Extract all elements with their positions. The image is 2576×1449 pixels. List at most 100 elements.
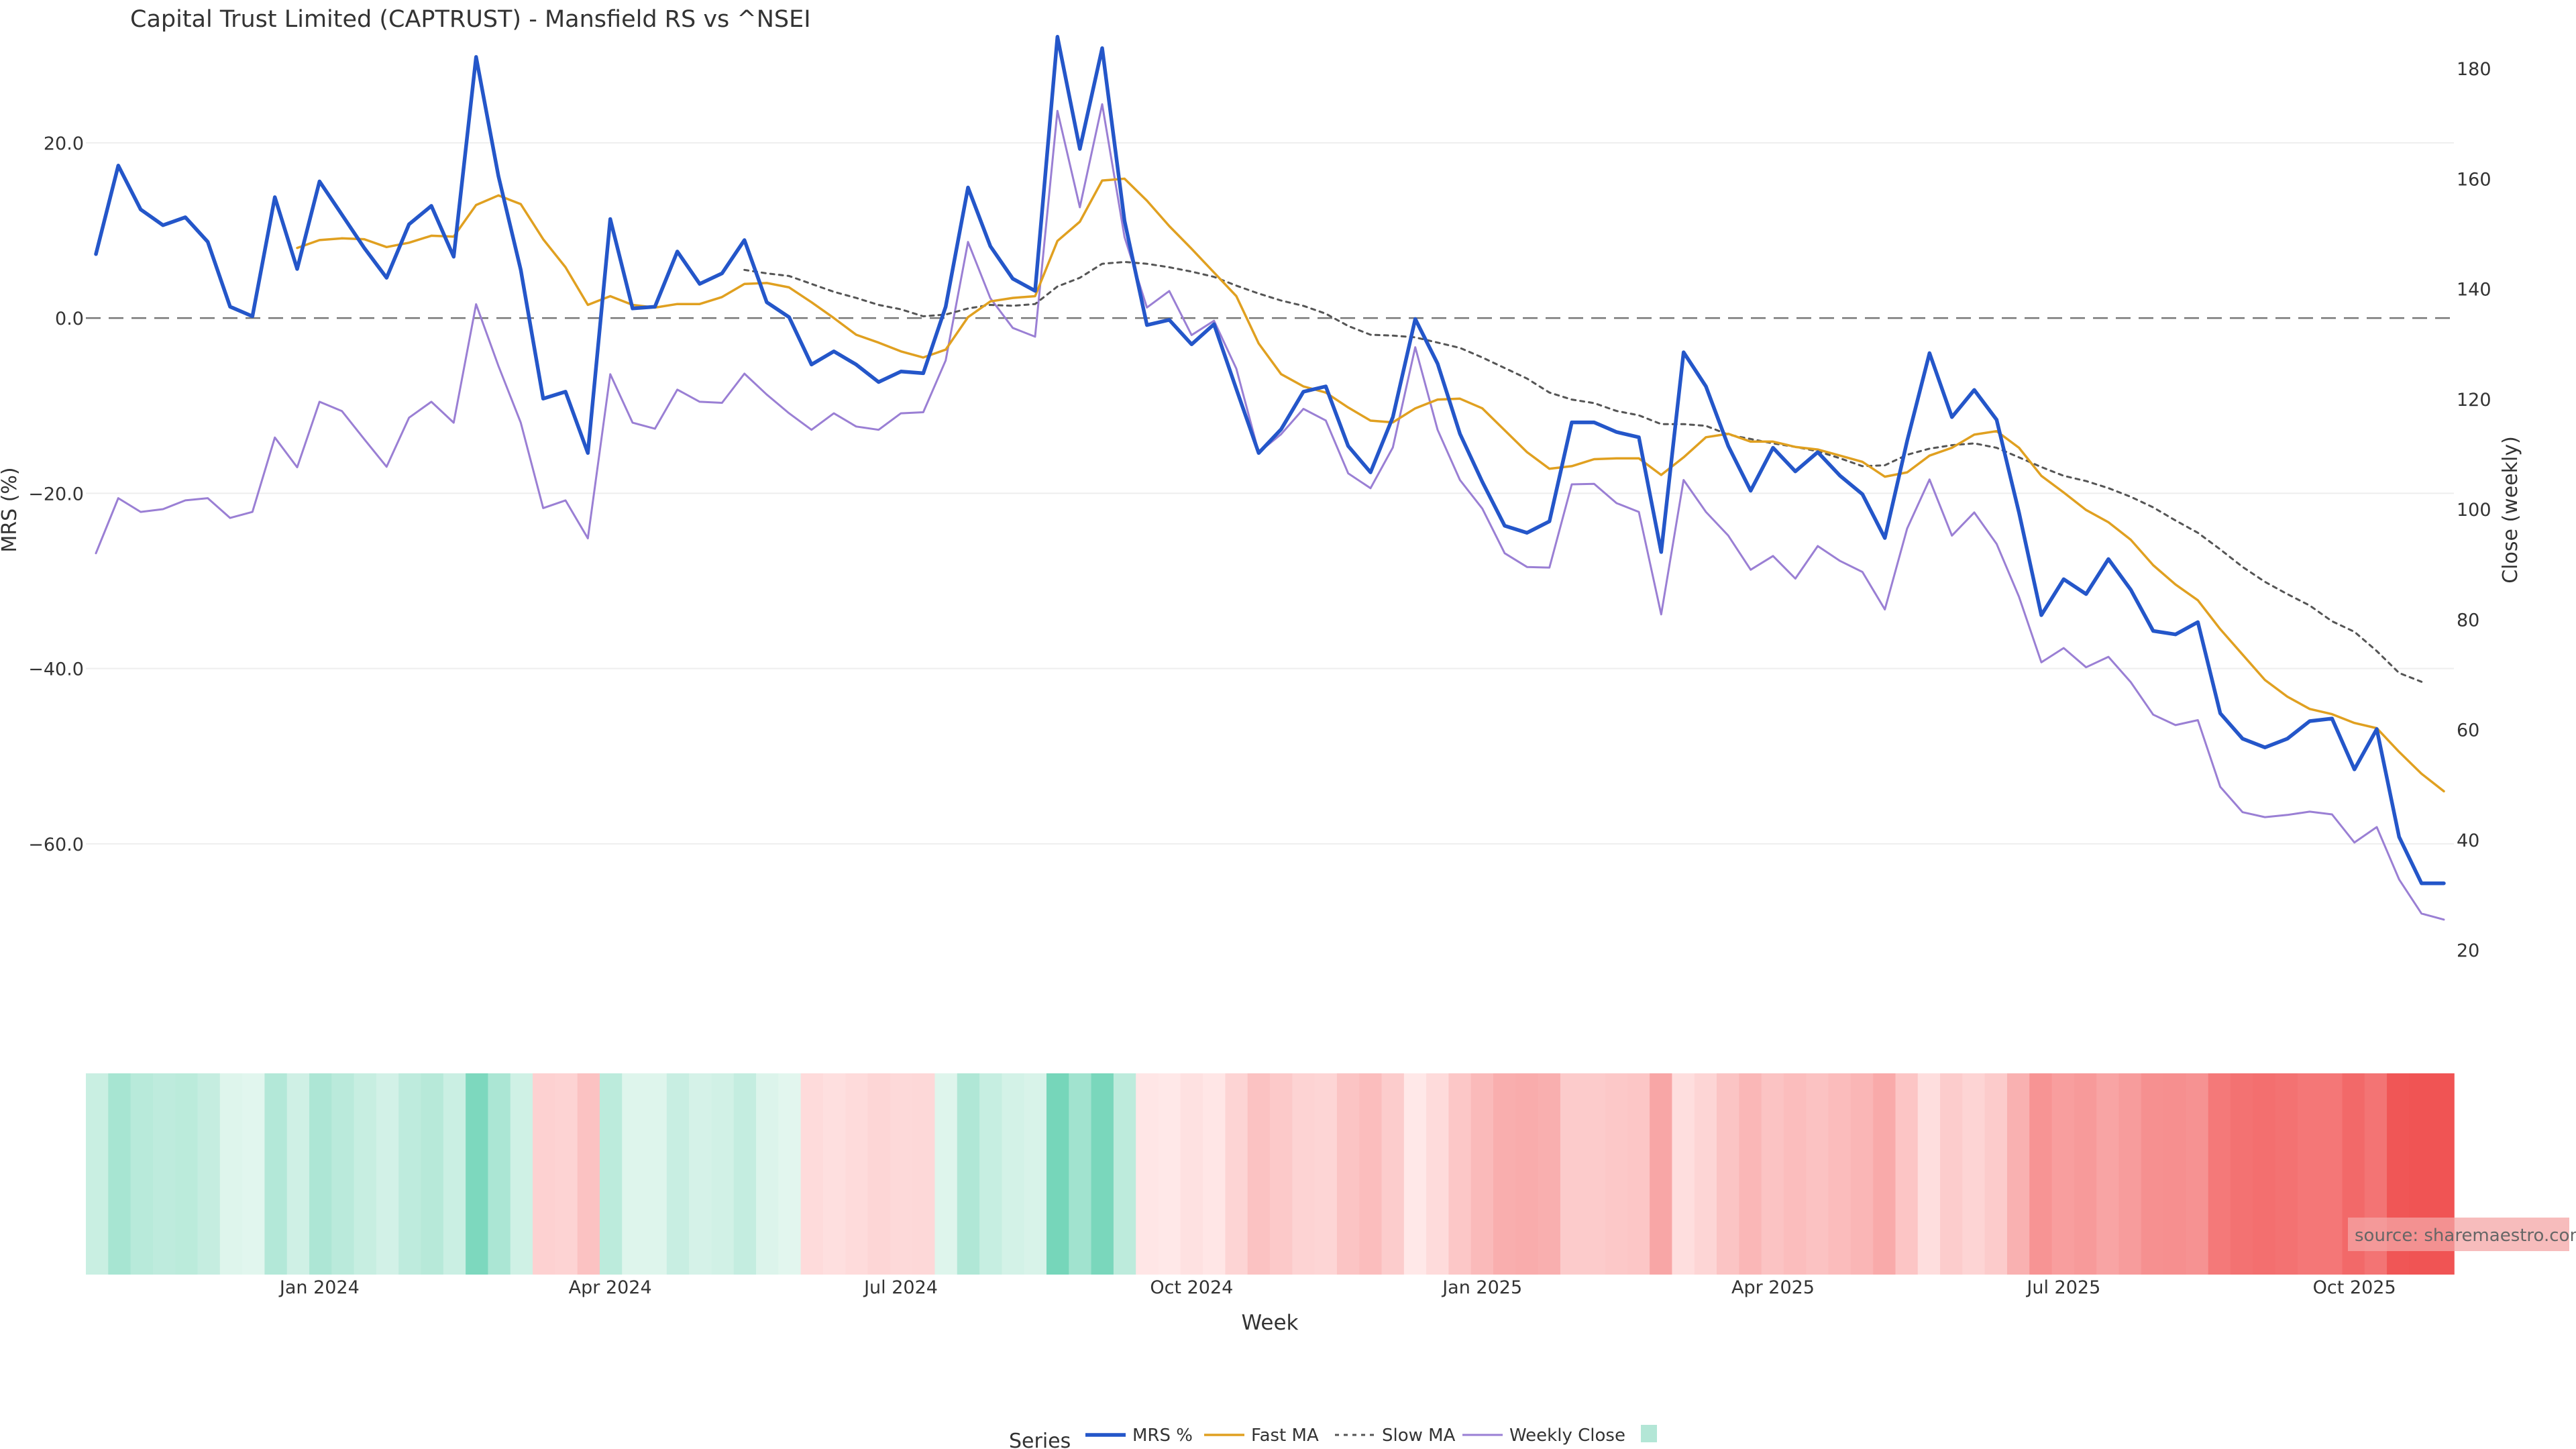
heatmap-cell — [1761, 1073, 1784, 1275]
x-tick-label: Apr 2024 — [569, 1277, 652, 1298]
left-tick-label: 0.0 — [55, 309, 84, 329]
heatmap-cell — [197, 1073, 221, 1275]
heatmap-cell — [1672, 1073, 1695, 1275]
heatmap-cell — [1046, 1073, 1070, 1275]
heatmap-cell — [1314, 1073, 1338, 1275]
left-axis-ticks: 20.0 0.0 −20.0 −40.0 −60.0 — [28, 133, 84, 855]
chart-title: Capital Trust Limited (CAPTRUST) - Mansf… — [130, 6, 811, 33]
heatmap-cell — [2006, 1073, 2031, 1275]
heatmap-cell — [1403, 1073, 1427, 1275]
heatmap-cell — [1426, 1073, 1450, 1275]
right-tick-label: 20 — [2457, 941, 2479, 961]
heatmap-cell — [376, 1073, 400, 1275]
heatmap-cell — [1739, 1073, 1762, 1275]
x-tick-label: Jul 2024 — [863, 1277, 938, 1298]
heatmap-cell — [2208, 1073, 2231, 1275]
right-tick-label: 140 — [2457, 280, 2491, 301]
heatmap-cell — [242, 1073, 266, 1275]
heatmap-cell — [1650, 1073, 1673, 1275]
heatmap-cell — [689, 1073, 712, 1275]
heatmap-cell — [1873, 1073, 1896, 1275]
heatmap-cell — [845, 1073, 869, 1275]
heatmap-cell — [331, 1073, 355, 1275]
gridlines — [86, 142, 2454, 845]
heatmap-cell — [1627, 1073, 1650, 1275]
left-tick-label: −40.0 — [28, 659, 84, 680]
heatmap-cell — [421, 1073, 444, 1275]
heatmap-cell — [666, 1073, 690, 1275]
heatmap-cell — [1828, 1073, 1851, 1275]
heatmap-cell — [756, 1073, 780, 1275]
regime-heatmap-strip — [86, 1073, 2455, 1275]
heatmap-cell — [1605, 1073, 1628, 1275]
heatmap-cell — [1560, 1073, 1584, 1275]
right-tick-label: 80 — [2457, 610, 2479, 631]
x-axis-label: Week — [1242, 1311, 1299, 1335]
heatmap-cell — [1292, 1073, 1316, 1275]
heatmap-cell — [488, 1073, 511, 1275]
heatmap-cell — [1158, 1073, 1181, 1275]
left-tick-label: −20.0 — [28, 484, 84, 504]
heatmap-cell — [1225, 1073, 1248, 1275]
heatmap-cell — [86, 1073, 109, 1275]
legend-label: Fast MA — [1251, 1426, 1319, 1446]
heatmap-cell — [2230, 1073, 2254, 1275]
heatmap-cell — [1203, 1073, 1226, 1275]
heatmap-cell — [1895, 1073, 1919, 1275]
source-annotation: source: sharemaestro.com — [2355, 1226, 2576, 1246]
heatmap-cell — [510, 1073, 533, 1275]
right-tick-label: 100 — [2457, 500, 2491, 521]
heatmap-cell — [1024, 1073, 1047, 1275]
heatmap-cell — [2275, 1073, 2298, 1275]
right-axis-ticks: 20 40 60 80 100 120 140 160 180 — [2457, 59, 2491, 961]
heatmap-cell — [2051, 1073, 2075, 1275]
heatmap-cell — [2186, 1073, 2209, 1275]
x-tick-label: Jan 2024 — [278, 1277, 360, 1298]
heatmap-cell — [555, 1073, 578, 1275]
heatmap-cell — [2141, 1073, 2164, 1275]
heatmap-cell — [711, 1073, 735, 1275]
left-tick-label: 20.0 — [44, 133, 84, 154]
left-tick-label: −60.0 — [28, 835, 84, 855]
heatmap-cell — [1493, 1073, 1517, 1275]
main-plot-area: 20.0 0.0 −20.0 −40.0 −60.0 20 40 60 80 100 120 140… — [28, 35, 2491, 961]
heatmap-cell — [1002, 1073, 1025, 1275]
heatmap-cell — [2096, 1073, 2120, 1275]
right-tick-label: 160 — [2457, 169, 2491, 190]
heatmap-cell — [1694, 1073, 1717, 1275]
heatmap-cell — [1336, 1073, 1360, 1275]
heatmap-cell — [1180, 1073, 1203, 1275]
heatmap-cell — [1515, 1073, 1539, 1275]
heatmap-cell — [2320, 1073, 2343, 1275]
legend: Series MRS % Fast MA Slow MA Weekly Close — [1009, 1425, 1657, 1449]
heatmap-cell — [1247, 1073, 1271, 1275]
heatmap-cell — [2297, 1073, 2320, 1275]
heatmap-cell — [644, 1073, 667, 1275]
heatmap-cell — [354, 1073, 377, 1275]
left-axis-label: MRS (%) — [0, 467, 21, 552]
heatmap-cell — [867, 1073, 891, 1275]
heatmap-cell — [309, 1073, 333, 1275]
heatmap-cell — [466, 1073, 489, 1275]
heatmap-cell — [1717, 1073, 1740, 1275]
legend-label: Slow MA — [1382, 1426, 1456, 1446]
source-annotation-box — [2348, 1218, 2569, 1251]
x-tick-label: Jan 2025 — [1441, 1277, 1522, 1298]
heatmap-cell — [2253, 1073, 2276, 1275]
heatmap-cell — [398, 1073, 422, 1275]
heatmap-cell — [1381, 1073, 1405, 1275]
x-tick-label: Jul 2025 — [2025, 1277, 2100, 1298]
heatmap-cell — [1984, 1073, 2008, 1275]
heatmap-cell — [822, 1073, 847, 1275]
x-tick-label: Oct 2024 — [1150, 1277, 1233, 1298]
heatmap-cell — [1359, 1073, 1383, 1275]
heatmap-cell — [733, 1073, 757, 1275]
heatmap-cell — [175, 1073, 199, 1275]
x-axis-ticks: Jan 2024 Apr 2024 Jul 2024 Oct 2024 Jan 2025… — [278, 1277, 2396, 1298]
heatmap-cell — [2118, 1073, 2142, 1275]
series-line-mrs — [94, 35, 2446, 885]
series-lines — [94, 35, 2446, 921]
heatmap-cell — [1940, 1073, 1964, 1275]
heatmap-cell — [2029, 1073, 2053, 1275]
